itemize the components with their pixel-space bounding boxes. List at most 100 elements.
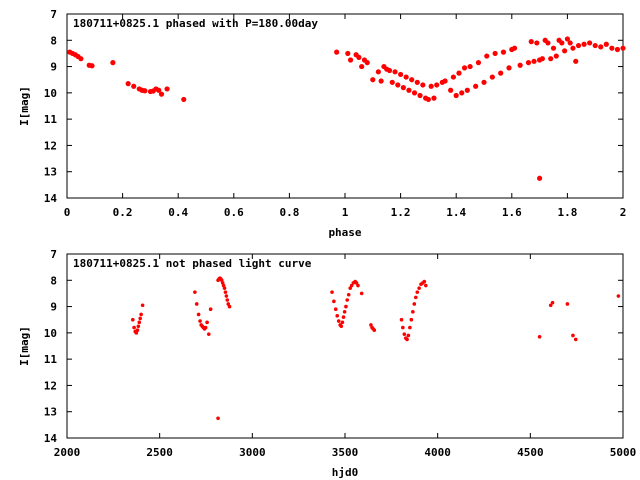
x-tick-label: 1.6 xyxy=(502,206,522,219)
y-tick-label: 9 xyxy=(50,301,57,314)
data-point xyxy=(223,290,228,294)
data-point xyxy=(562,48,568,54)
data-point xyxy=(473,83,479,89)
data-point xyxy=(341,315,346,319)
data-point xyxy=(517,62,523,68)
data-point xyxy=(227,304,232,309)
data-point xyxy=(406,87,412,93)
data-point xyxy=(206,332,211,336)
data-point xyxy=(412,302,417,306)
x-tick-label: 0.8 xyxy=(279,206,299,219)
data-point xyxy=(550,300,555,305)
y-tick-label: 14 xyxy=(44,192,58,205)
data-point xyxy=(461,65,468,71)
y-axis-label: I[mag] xyxy=(18,86,31,126)
data-point xyxy=(567,40,573,46)
data-point xyxy=(428,83,434,89)
data-point xyxy=(425,96,431,103)
x-tick-label: 0.2 xyxy=(113,206,133,219)
data-point xyxy=(442,78,448,84)
data-point xyxy=(349,283,354,288)
data-point xyxy=(464,87,470,93)
data-point xyxy=(205,320,209,325)
x-tick-label: 2000 xyxy=(54,446,81,459)
data-point xyxy=(130,317,135,322)
x-tick-label: 3500 xyxy=(332,446,359,459)
data-point xyxy=(459,90,465,96)
y-tick-label: 13 xyxy=(44,406,57,419)
data-point xyxy=(110,60,116,66)
data-point xyxy=(158,91,165,97)
data-point xyxy=(498,70,504,76)
data-point xyxy=(450,74,457,80)
y-tick-label: 11 xyxy=(44,113,58,126)
data-point xyxy=(570,45,576,51)
data-point xyxy=(417,92,423,99)
data-point xyxy=(356,283,360,288)
x-tick-label: 0.6 xyxy=(224,206,244,219)
data-point xyxy=(125,81,131,87)
data-point xyxy=(411,90,418,96)
data-point xyxy=(587,40,593,46)
data-point xyxy=(402,332,407,336)
data-point xyxy=(356,54,362,60)
data-point xyxy=(135,328,140,333)
x-tick-label: 1.4 xyxy=(446,206,466,219)
data-point xyxy=(548,303,553,308)
data-point xyxy=(553,53,559,59)
data-point xyxy=(417,286,421,290)
data-point xyxy=(372,328,377,333)
data-point xyxy=(137,320,142,325)
y-axis-label: I[mag] xyxy=(18,326,31,366)
data-point xyxy=(342,310,347,314)
data-point xyxy=(401,325,405,330)
data-point xyxy=(333,307,338,312)
chart-panel-2: 2000 2500 3000 3500 4000 4500 5000 7 8 9 10 11 12 13 1… xyxy=(18,248,636,479)
data-point xyxy=(434,82,440,88)
data-point xyxy=(208,307,213,312)
data-point xyxy=(395,82,401,88)
data-point xyxy=(559,40,565,46)
data-point xyxy=(550,45,557,51)
data-point xyxy=(359,291,364,296)
plot-frame xyxy=(66,253,624,439)
chart-title: 180711+0825.1 not phased light curve xyxy=(73,257,312,270)
data-point xyxy=(139,312,143,317)
x-tick-label: 2 xyxy=(620,206,627,219)
data-point xyxy=(481,79,487,85)
data-point xyxy=(78,56,84,62)
data-point xyxy=(348,286,352,290)
x-tick-label: 1.8 xyxy=(557,206,577,219)
y-tick-label: 7 xyxy=(50,248,57,261)
data-point xyxy=(528,39,534,45)
data-point xyxy=(203,325,208,330)
data-point xyxy=(330,290,334,294)
y-tick-label: 8 xyxy=(50,34,57,47)
x-tick-label: 2500 xyxy=(146,446,173,459)
x-axis-label: phase xyxy=(328,226,361,239)
data-point xyxy=(389,79,395,85)
data-point xyxy=(492,50,498,57)
data-point xyxy=(484,53,490,59)
data-point xyxy=(138,316,143,321)
y-tick-label: 14 xyxy=(44,432,58,445)
x-tick-label: 4500 xyxy=(517,446,544,459)
data-point xyxy=(609,45,615,51)
data-point xyxy=(537,175,543,181)
x-tick-label: 1.2 xyxy=(391,206,411,219)
data-point xyxy=(424,283,428,288)
y-tick-label: 8 xyxy=(50,274,57,287)
data-point xyxy=(413,295,418,300)
data-point xyxy=(332,299,336,304)
data-point xyxy=(415,290,420,294)
data-point xyxy=(335,313,340,318)
data-point xyxy=(132,325,136,330)
data-point xyxy=(598,44,604,50)
y-tick-label: 13 xyxy=(44,166,57,179)
data-point xyxy=(406,333,411,338)
data-point xyxy=(403,74,409,80)
data-point xyxy=(548,56,554,62)
plot-frame xyxy=(66,13,624,199)
